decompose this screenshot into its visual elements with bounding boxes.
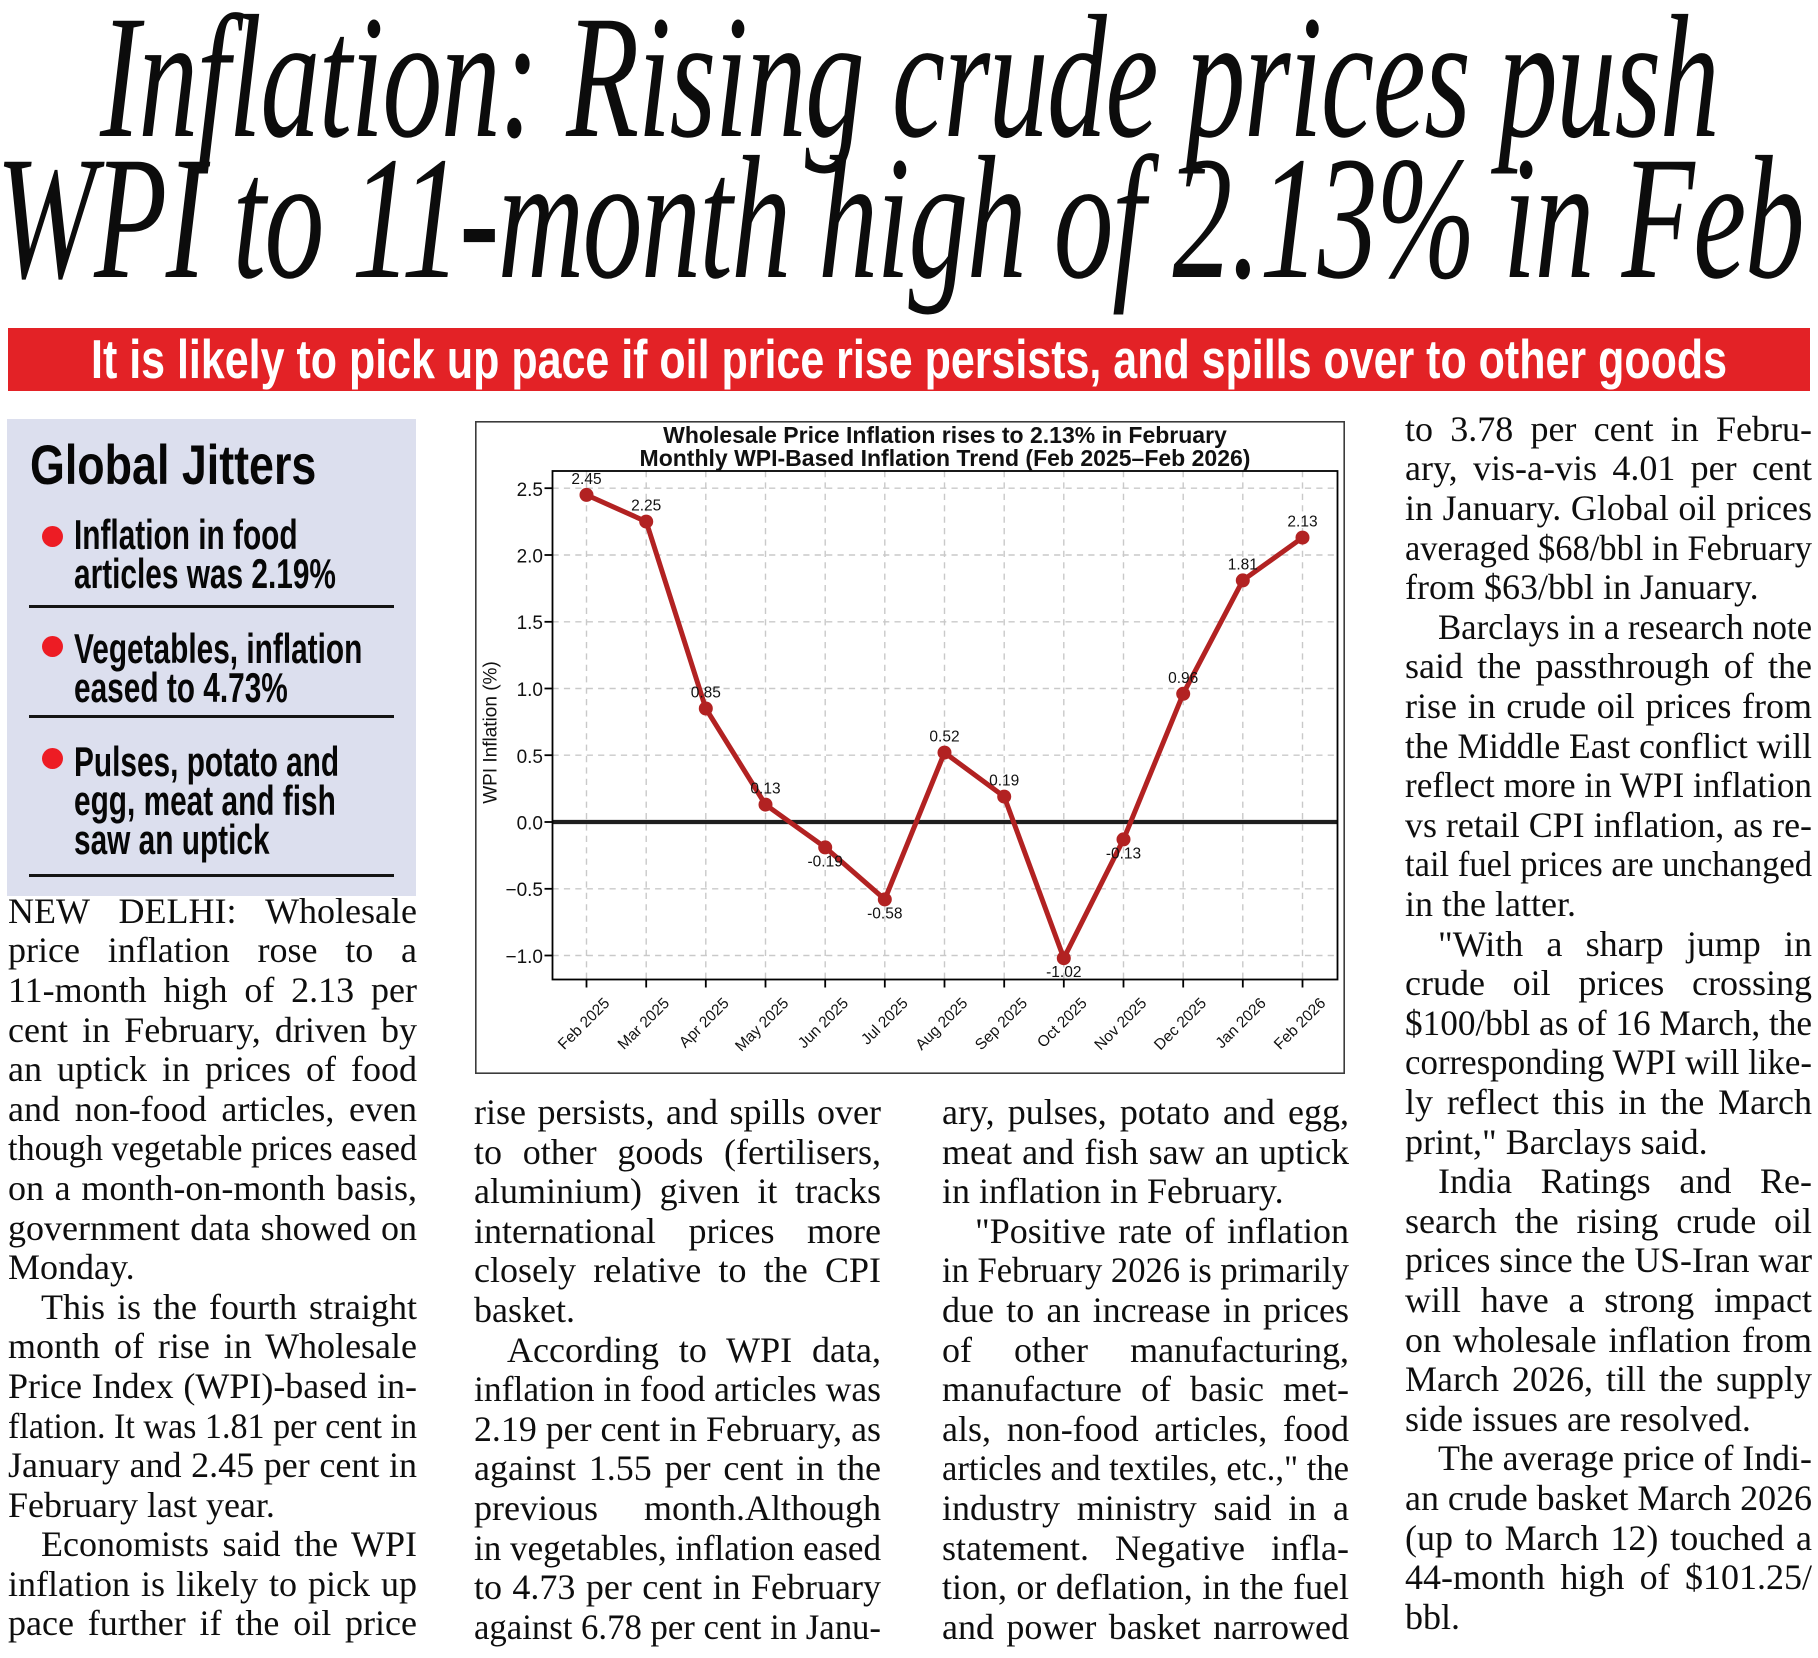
svg-text:-0.19: -0.19 <box>808 853 843 870</box>
svg-text:2.0: 2.0 <box>517 547 543 568</box>
svg-text:-0.13: -0.13 <box>1106 845 1141 862</box>
svg-text:0.52: 0.52 <box>929 729 959 746</box>
svg-text:0.85: 0.85 <box>691 685 721 702</box>
svg-text:WPI Inflation (%): WPI Inflation (%) <box>481 661 502 804</box>
svg-text:-1.02: -1.02 <box>1046 964 1081 981</box>
svg-text:−0.5: −0.5 <box>505 880 543 901</box>
svg-text:2.13: 2.13 <box>1287 514 1317 531</box>
svg-text:0.5: 0.5 <box>517 747 543 768</box>
svg-text:2.45: 2.45 <box>571 471 601 488</box>
svg-text:Wholesale Price Inflation rise: Wholesale Price Inflation rises to 2.13%… <box>663 422 1227 448</box>
svg-text:0.96: 0.96 <box>1168 670 1198 687</box>
svg-text:0.19: 0.19 <box>989 773 1019 790</box>
svg-text:2.5: 2.5 <box>517 480 543 501</box>
svg-text:1.81: 1.81 <box>1228 556 1258 573</box>
svg-text:2.25: 2.25 <box>631 498 661 515</box>
svg-text:-0.58: -0.58 <box>867 905 902 922</box>
svg-text:0.0: 0.0 <box>517 814 543 835</box>
svg-text:0.13: 0.13 <box>750 781 780 798</box>
svg-text:1.0: 1.0 <box>517 680 543 701</box>
svg-text:1.5: 1.5 <box>517 613 543 634</box>
svg-text:Monthly WPI-Based Inflation Tr: Monthly WPI-Based Inflation Trend (Feb 2… <box>640 445 1251 471</box>
svg-text:−1.0: −1.0 <box>505 947 543 968</box>
